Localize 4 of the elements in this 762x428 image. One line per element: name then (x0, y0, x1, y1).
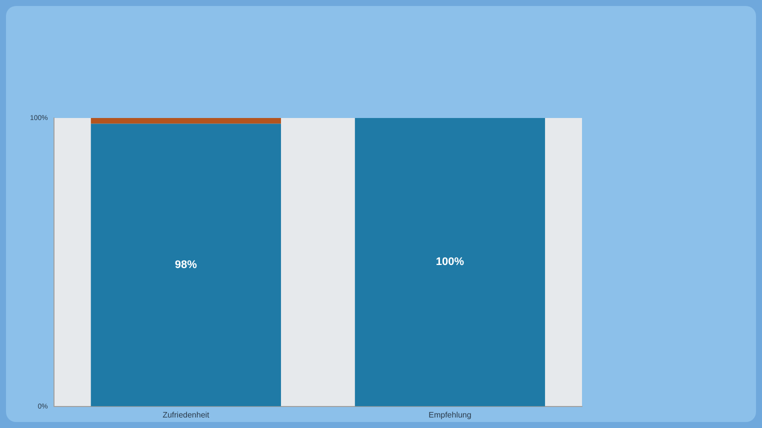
data-label: 100% (436, 256, 464, 268)
x-tick-label: Zufriedenheit (162, 410, 210, 420)
x-tick-label: Empfehlung (428, 410, 472, 420)
data-label: 98% (174, 259, 198, 272)
